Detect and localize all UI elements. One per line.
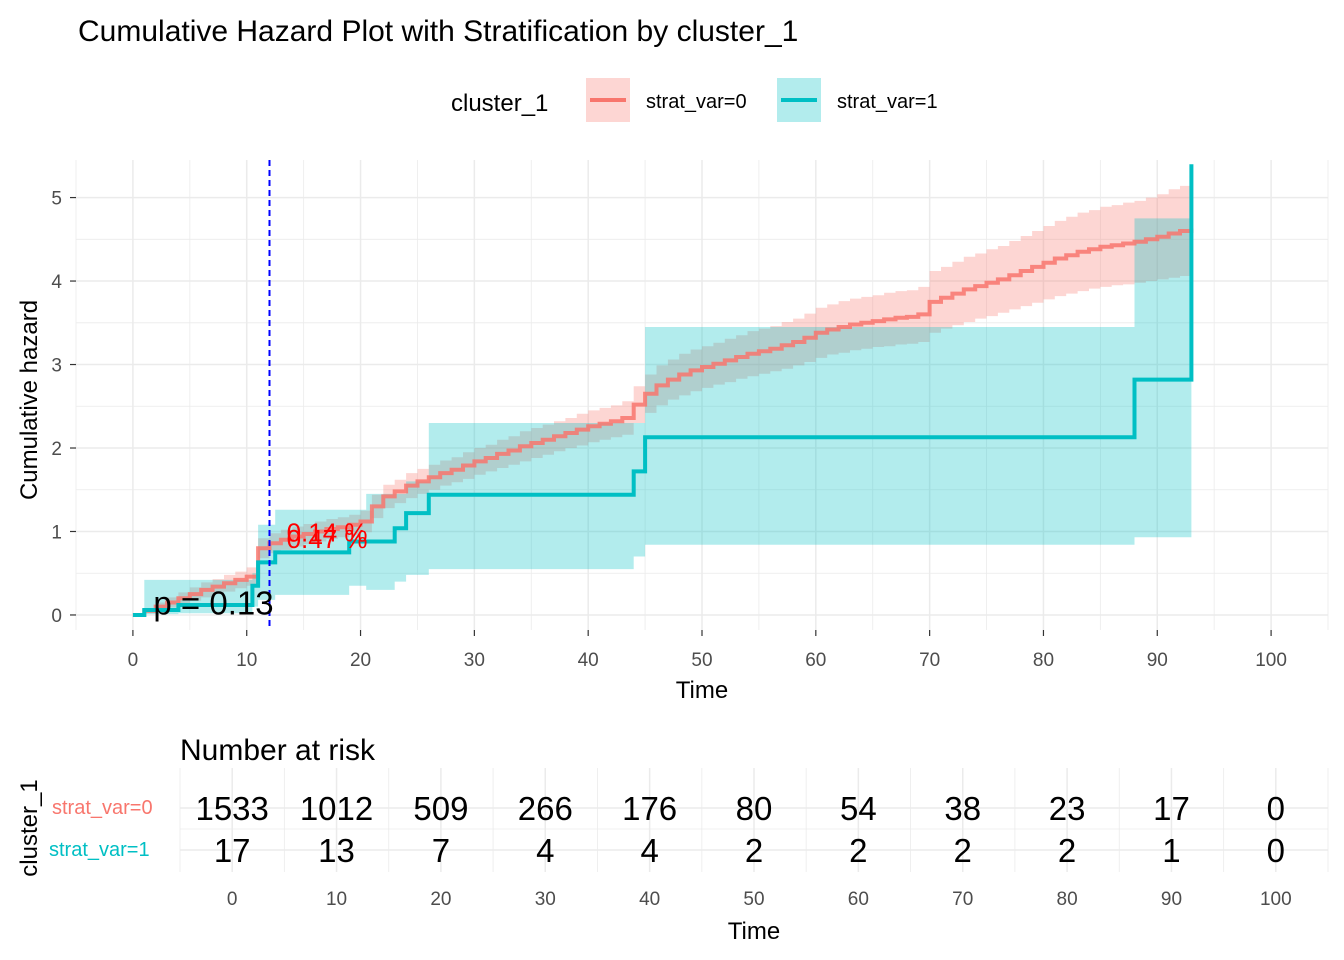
risk-cell: 176 — [622, 790, 677, 827]
y-tick-label: 3 — [51, 356, 62, 377]
y-tick-label: 1 — [51, 522, 62, 543]
risk-cell: 0 — [1267, 790, 1285, 827]
p-value-annotation: p = 0.13 — [153, 584, 273, 621]
x-tick-label: 90 — [1147, 650, 1168, 671]
axes: 0 10 20 30 40 50 60 70 80 90 100 0 1 2 3 4 5 — [51, 189, 1287, 671]
risk-x-tick-label: 80 — [1057, 889, 1078, 910]
risk-cell: 4 — [536, 832, 554, 869]
risk-cell: 23 — [1049, 790, 1086, 827]
legend: cluster_1 strat_var=0 strat_var=1 — [451, 78, 938, 122]
risk-x-tick-label: 20 — [430, 889, 451, 910]
risk-x-tick-label: 100 — [1260, 889, 1292, 910]
risk-x-tick-label: 0 — [227, 889, 238, 910]
y-tick-label: 4 — [51, 272, 62, 293]
confidence-band-0 — [132, 182, 1192, 615]
grid — [75, 160, 1329, 630]
risk-cell: 17 — [1153, 790, 1190, 827]
risk-cell: 266 — [518, 790, 573, 827]
x-tick-label: 100 — [1255, 650, 1287, 671]
risk-row-label-1: strat_var=1 — [49, 839, 150, 861]
y-tick-label: 0 — [51, 606, 62, 627]
x-tick-label: 30 — [464, 650, 485, 671]
y-tick-label: 2 — [51, 439, 62, 460]
risk-table-grid — [179, 768, 1329, 872]
x-tick-label: 60 — [805, 650, 826, 671]
risk-cell: 38 — [944, 790, 981, 827]
risk-x-tick-label: 50 — [743, 889, 764, 910]
risk-cell: 4 — [640, 832, 658, 869]
legend-title: cluster_1 — [451, 90, 548, 117]
x-tick-label: 20 — [350, 650, 371, 671]
risk-cell: 2 — [1058, 832, 1076, 869]
risk-cell: 1012 — [300, 790, 373, 827]
risk-table: Number at risk 1533 1012 509 266 176 80 54 38 23… — [16, 734, 1329, 945]
risk-table-y-label: cluster_1 — [16, 779, 43, 876]
risk-cell: 1533 — [195, 790, 268, 827]
risk-cell: 509 — [413, 790, 468, 827]
risk-x-tick-label: 30 — [535, 889, 556, 910]
chart-title: Cumulative Hazard Plot with Stratificati… — [78, 15, 798, 48]
risk-table-title: Number at risk — [180, 734, 376, 767]
risk-cell: 2 — [954, 832, 972, 869]
risk-row-label-0: strat_var=0 — [52, 797, 153, 819]
risk-x-tick-label: 40 — [639, 889, 660, 910]
y-tick-label: 5 — [51, 189, 62, 210]
hazard-line-0 — [132, 228, 1194, 617]
risk-x-tick-label: 70 — [952, 889, 973, 910]
percent-annotation-2: 0.47 % — [287, 524, 368, 554]
risk-cell: 2 — [745, 832, 763, 869]
risk-x-tick-label: 60 — [848, 889, 869, 910]
legend-label-1: strat_var=1 — [837, 91, 938, 113]
hazard-line-1 — [132, 164, 1194, 617]
risk-x-tick-label: 10 — [326, 889, 347, 910]
risk-cell: 0 — [1267, 832, 1285, 869]
x-tick-label: 10 — [236, 650, 257, 671]
annotations: p = 0.13 0.14 %0.47 % — [153, 517, 367, 621]
hazard-curves — [132, 164, 1194, 617]
risk-cell: 17 — [214, 832, 251, 869]
risk-table-axis: 0 10 20 30 40 50 60 70 80 90 100 — [227, 889, 1292, 910]
risk-cell: 1 — [1162, 832, 1180, 869]
risk-x-tick-label: 90 — [1161, 889, 1182, 910]
x-tick-label: 0 — [128, 650, 139, 671]
percent-annotation-1: 0.14 % — [287, 517, 368, 547]
risk-cell: 80 — [736, 790, 773, 827]
x-tick-label: 70 — [919, 650, 940, 671]
risk-cell: 7 — [432, 832, 450, 869]
risk-table-values: 1533 1012 509 266 176 80 54 38 23 17 0 17 13 7 4 4 2 2 2 2 1… — [195, 790, 1285, 869]
x-tick-label: 80 — [1033, 650, 1054, 671]
confidence-band-1 — [132, 218, 1192, 615]
legend-label-0: strat_var=0 — [646, 91, 747, 113]
risk-cell: 2 — [849, 832, 867, 869]
risk-cell: 54 — [840, 790, 877, 827]
y-axis-label: Cumulative hazard — [16, 300, 43, 500]
x-tick-label: 40 — [578, 650, 599, 671]
risk-table-x-label: Time — [728, 918, 780, 945]
risk-cell: 13 — [318, 832, 355, 869]
x-tick-label: 50 — [691, 650, 712, 671]
x-axis-label: Time — [676, 677, 728, 704]
confidence-bands — [132, 182, 1192, 615]
